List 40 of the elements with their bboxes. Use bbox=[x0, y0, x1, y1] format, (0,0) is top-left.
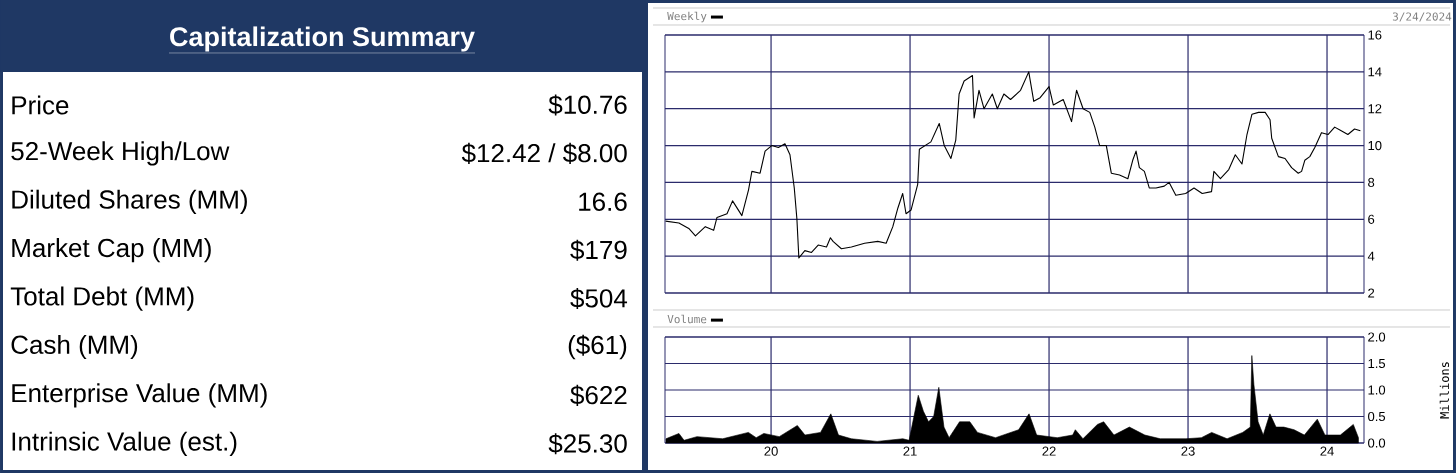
y-tick-label: 1.5 bbox=[1368, 358, 1386, 369]
category-label: Cash (MM) bbox=[11, 334, 138, 360]
category-label: Price bbox=[12, 95, 69, 115]
category-label: Intrinsic Value (est.) bbox=[12, 431, 237, 456]
y-tick-label: 1.0 bbox=[1368, 385, 1386, 395]
x-tick-label: 22 bbox=[1042, 446, 1056, 456]
text: $179 bbox=[570, 239, 627, 261]
x-tick-label: 24 bbox=[1320, 446, 1334, 456]
text: 16.6 bbox=[579, 192, 627, 211]
text: ($61) bbox=[568, 334, 627, 360]
y-tick-label: 8 bbox=[1368, 177, 1375, 188]
y-tick-label: 2 bbox=[1368, 288, 1375, 298]
text: $12.42 / $8.00 bbox=[461, 142, 627, 164]
x-tick-label: 20 bbox=[764, 446, 778, 456]
x-tick-label: 21 bbox=[903, 446, 917, 456]
y-axis-title: Millions bbox=[1439, 362, 1450, 419]
y-tick-label: 10 bbox=[1368, 140, 1382, 151]
legend-label: Weekly bbox=[667, 11, 707, 23]
legend-label: Volume bbox=[667, 314, 707, 324]
text: $622 bbox=[570, 384, 627, 406]
category-label: Diluted Shares (MM) bbox=[12, 189, 247, 214]
text: $25.30 bbox=[548, 433, 627, 455]
y-tick-label: 0.5 bbox=[1368, 411, 1386, 422]
text: $10.76 bbox=[548, 94, 627, 116]
y-tick-label: 6 bbox=[1368, 214, 1375, 224]
x-tick-label: 23 bbox=[1181, 446, 1195, 456]
y-tick-label: 0.0 bbox=[1368, 438, 1386, 448]
category-label: Total Debt (MM) bbox=[10, 286, 194, 311]
text: $504 bbox=[570, 288, 628, 310]
line-series bbox=[665, 71, 1361, 259]
category-label: Market Cap (MM) bbox=[12, 238, 211, 263]
y-tick-label: 12 bbox=[1368, 104, 1382, 114]
y-tick-label: 16 bbox=[1368, 30, 1382, 40]
y-tick-label: 2.0 bbox=[1368, 332, 1386, 342]
y-tick-label: 14 bbox=[1368, 67, 1382, 77]
y-tick-label: 4 bbox=[1367, 251, 1375, 261]
category-label: 52-Week High/Low bbox=[11, 141, 230, 166]
category-label: Enterprise Value (MM) bbox=[12, 383, 267, 408]
text: 3/24/2024 bbox=[1392, 12, 1452, 22]
text: Capitalization Summary bbox=[170, 26, 475, 52]
